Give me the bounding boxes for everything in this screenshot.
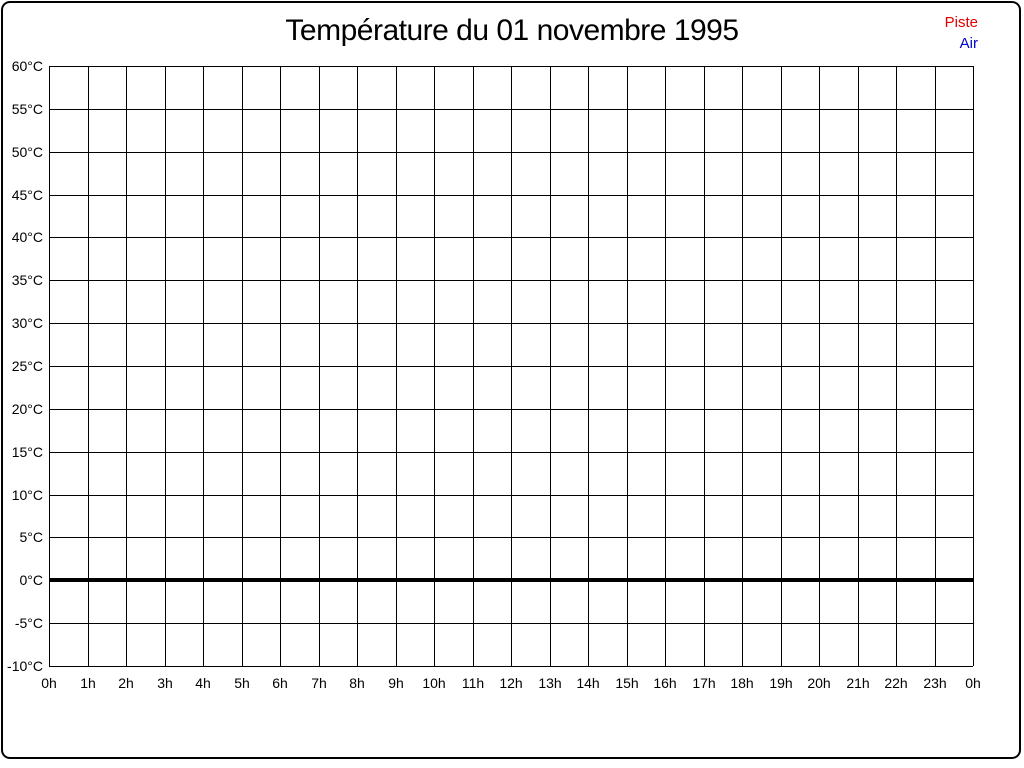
y-tick-label: 40°C bbox=[12, 229, 43, 245]
x-tick-label: 0h bbox=[41, 675, 57, 691]
x-tick-label: 20h bbox=[807, 675, 830, 691]
x-tick-label: 12h bbox=[499, 675, 522, 691]
x-tick-label: 15h bbox=[615, 675, 638, 691]
x-tick-label: 23h bbox=[923, 675, 946, 691]
x-tick-label: 3h bbox=[157, 675, 173, 691]
x-tick-label: 11h bbox=[462, 675, 484, 691]
y-tick-label: 10°C bbox=[12, 487, 43, 503]
x-tick-label: 19h bbox=[769, 675, 792, 691]
x-tick-label: 22h bbox=[884, 675, 907, 691]
y-tick-label: 55°C bbox=[12, 101, 43, 117]
x-tick-label: 5h bbox=[234, 675, 250, 691]
x-tick-label: 6h bbox=[272, 675, 288, 691]
chart-title: Température du 01 novembre 1995 bbox=[285, 14, 739, 47]
y-tick-label: 5°C bbox=[20, 529, 44, 545]
x-tick-label: 10h bbox=[422, 675, 445, 691]
x-tick-label: 2h bbox=[118, 675, 134, 691]
x-tick-label: 1h bbox=[80, 675, 96, 691]
legend: Piste Air bbox=[945, 12, 978, 54]
x-tick-label: 17h bbox=[692, 675, 715, 691]
y-tick-label: 60°C bbox=[12, 58, 43, 74]
x-tick-label: 18h bbox=[730, 675, 753, 691]
x-tick-label: 8h bbox=[349, 675, 365, 691]
y-tick-label: 25°C bbox=[12, 358, 43, 374]
legend-item-air: Air bbox=[959, 35, 978, 52]
legend-item-piste: Piste bbox=[944, 14, 978, 31]
x-tick-label: 13h bbox=[538, 675, 561, 691]
y-tick-label: 15°C bbox=[12, 444, 43, 460]
y-tick-label: -10°C bbox=[7, 658, 43, 674]
x-tick-label: 21h bbox=[846, 675, 869, 691]
x-tick-label: 4h bbox=[195, 675, 211, 691]
x-tick-label: 16h bbox=[653, 675, 676, 691]
y-tick-label: 45°C bbox=[12, 187, 43, 203]
x-tick-label: 14h bbox=[576, 675, 599, 691]
y-tick-label: 0°C bbox=[20, 572, 44, 588]
y-tick-label: 30°C bbox=[12, 315, 43, 331]
x-tick-label: 9h bbox=[388, 675, 404, 691]
y-tick-label: 50°C bbox=[12, 144, 43, 160]
y-tick-label: -5°C bbox=[15, 615, 43, 631]
x-tick-label: 0h bbox=[965, 675, 981, 691]
y-tick-label: 20°C bbox=[12, 401, 43, 417]
y-tick-label: 35°C bbox=[12, 272, 43, 288]
x-tick-label: 7h bbox=[311, 675, 327, 691]
